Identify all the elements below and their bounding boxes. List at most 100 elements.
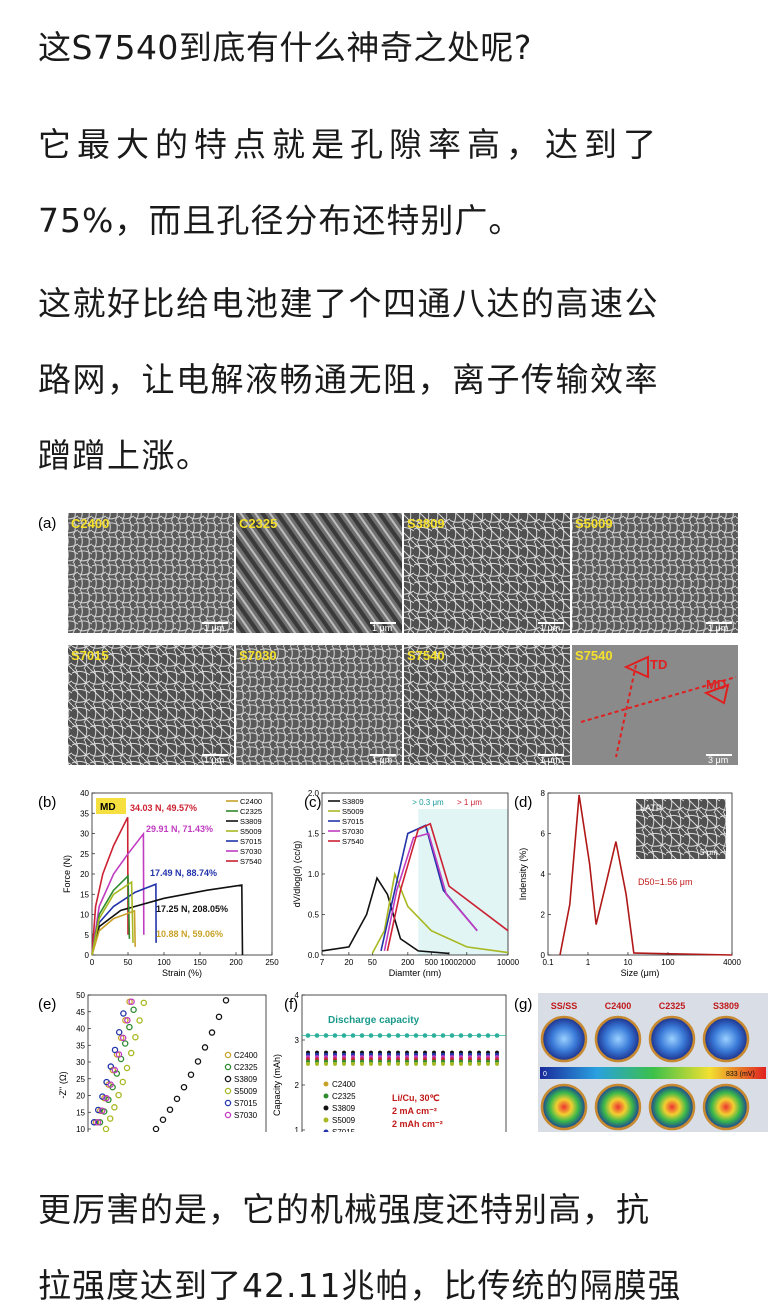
- y-tick-label: 15: [76, 1108, 85, 1117]
- data-point: [441, 1061, 445, 1066]
- chart-impedance: 10 15 20 25 30 35 40 45 50 -Z'' (Ω) C2400 C2325 S380…: [58, 991, 267, 1132]
- y-axis-label: Capacity (mAh): [272, 1054, 282, 1116]
- data-point: [187, 1071, 195, 1078]
- sem-image: [572, 645, 738, 765]
- legend-label: S5009: [342, 807, 364, 816]
- x-tick-label: 0.1: [542, 958, 554, 967]
- legend-label: S7015: [332, 1128, 356, 1132]
- y-tick-label: 40: [80, 789, 89, 798]
- data-point: [159, 1116, 167, 1124]
- x-tick-label: 250: [265, 958, 279, 967]
- panel-letter: (a): [38, 515, 56, 532]
- annotation: Discharge capacity: [328, 1015, 420, 1026]
- data-point: [127, 1049, 135, 1057]
- x-tick-label: 10000: [497, 958, 520, 967]
- colorbar-label: 0: [543, 1071, 547, 1078]
- panel-letter: (e): [38, 996, 56, 1013]
- y-tick-label: 0: [85, 951, 90, 960]
- scale-bar-label: 1 μm: [372, 755, 392, 765]
- legend-marker: [323, 1129, 329, 1132]
- x-tick-label: 100: [157, 958, 171, 967]
- chart-force-strain: 0 5 10 15 20 25 30 35 40 0 50 100 150 200 250 Strain (%…: [62, 789, 279, 978]
- heatmap-cell: [594, 1083, 642, 1131]
- data-point: [123, 1064, 131, 1072]
- data-point: [486, 1061, 490, 1066]
- data-point: [423, 1061, 427, 1066]
- chart-particle-size: 0 2 4 6 8 0.1 1 10 100 4000 Size (μm) Indensity (%)…: [518, 789, 741, 978]
- legend-label: C2400: [234, 1051, 258, 1060]
- scale-bar-label: 3 μm: [708, 755, 728, 765]
- y-tick-label: 2: [541, 911, 546, 920]
- y-tick-label: 20: [80, 870, 89, 879]
- y-axis-label: Force (N): [62, 855, 72, 893]
- sem-image: [68, 513, 234, 633]
- y-tick-label: 35: [76, 1041, 85, 1050]
- data-point: [152, 1125, 160, 1132]
- legend-label: S3809: [332, 1104, 356, 1113]
- data-point: [432, 1061, 436, 1066]
- data-point: [360, 1061, 364, 1066]
- md-label: MD: [706, 677, 726, 692]
- data-point: [128, 998, 135, 1005]
- y-tick-label: 30: [80, 830, 89, 839]
- x-tick-label: 4000: [723, 958, 741, 967]
- y-axis-label: Indensity (%): [518, 848, 528, 901]
- x-tick-label: 1: [586, 958, 591, 967]
- y-tick-label: 20: [76, 1092, 85, 1101]
- data-point: [459, 1061, 463, 1066]
- legend-label: C2325: [240, 807, 262, 816]
- inset-image: [636, 799, 726, 859]
- sem-image: [236, 645, 402, 765]
- legend-label: C2325: [234, 1063, 258, 1072]
- paragraph-analogy: 这就好比给电池建了个四通八达的高速公 路网，让电解液畅通无阻，离子传输效率 蹭蹭…: [38, 266, 750, 494]
- series-line: [91, 816, 129, 956]
- plot-frame: [87, 994, 267, 1132]
- y-tick-label: 5: [85, 931, 90, 940]
- y-tick-label: 25: [76, 1075, 85, 1084]
- legend-label: C2400: [332, 1080, 356, 1089]
- data-point: [102, 1125, 110, 1132]
- paragraph-strength: 更厉害的是，它的机械强度还特别高，抗 拉强度达到了42.11兆帕，比传统的隔膜强: [38, 1172, 750, 1313]
- data-point: [94, 1119, 102, 1126]
- direction-overlay: TD MD: [580, 655, 737, 758]
- sem-sample-label: S7030: [239, 648, 277, 663]
- x-tick-label: 50: [368, 958, 377, 967]
- x-tick-label: 1000: [440, 958, 458, 967]
- series-line: [91, 909, 136, 956]
- paragraph-porosity: 它最大的特点就是孔隙率高，达到了 75%，而且孔径分布还特别广。: [38, 107, 750, 259]
- chart-pore-distribution: 0.0 0.5 1.0 1.5 2.0 7 20 50 200 500 1000 2000 10000 D…: [292, 789, 520, 978]
- heatmap-panel: SS/SS C2400 C2325 S3809 0 833 (mV): [538, 993, 768, 1132]
- y-tick-label: 50: [76, 991, 85, 1000]
- legend-marker: [323, 1105, 329, 1111]
- data-point: [315, 1061, 319, 1066]
- y-axis-label: -Z'' (Ω): [58, 1071, 68, 1098]
- colorbar-label: 833 (mV): [726, 1071, 755, 1078]
- series-line: [371, 871, 509, 954]
- heatmap-cell: [540, 1083, 588, 1131]
- heatmap-label: C2325: [659, 1001, 686, 1011]
- data-point: [450, 1061, 454, 1066]
- y-tick-label: 25: [80, 850, 89, 859]
- y-tick-label: 30: [76, 1058, 85, 1067]
- x-tick-label: 0: [90, 958, 95, 967]
- y-tick-label: 35: [80, 809, 89, 818]
- y-tick-label: 6: [541, 830, 546, 839]
- sem-sample-label: S7540: [575, 648, 613, 663]
- sem-sample-label: C2325: [239, 516, 277, 531]
- y-tick-label: 1.0: [308, 870, 320, 879]
- sem-image: [404, 645, 570, 765]
- legend-label: S5009: [234, 1087, 258, 1096]
- data-point: [306, 1061, 310, 1066]
- heatmap-cell: [594, 1015, 642, 1063]
- y-axis-label: dV/dlog(d) (cc/g): [292, 841, 302, 908]
- heatmap-label: C2400: [605, 1001, 632, 1011]
- x-tick-label: 100: [661, 958, 675, 967]
- x-tick-label: 500: [425, 958, 439, 967]
- td-label: TD: [650, 657, 667, 672]
- inset-scale-label: 5 μm: [700, 848, 718, 857]
- text-line: 拉强度达到了42.11兆帕，比传统的隔膜强: [38, 1266, 682, 1305]
- y-tick-label: 15: [80, 890, 89, 899]
- data-point: [387, 1061, 391, 1066]
- data-point: [173, 1095, 181, 1103]
